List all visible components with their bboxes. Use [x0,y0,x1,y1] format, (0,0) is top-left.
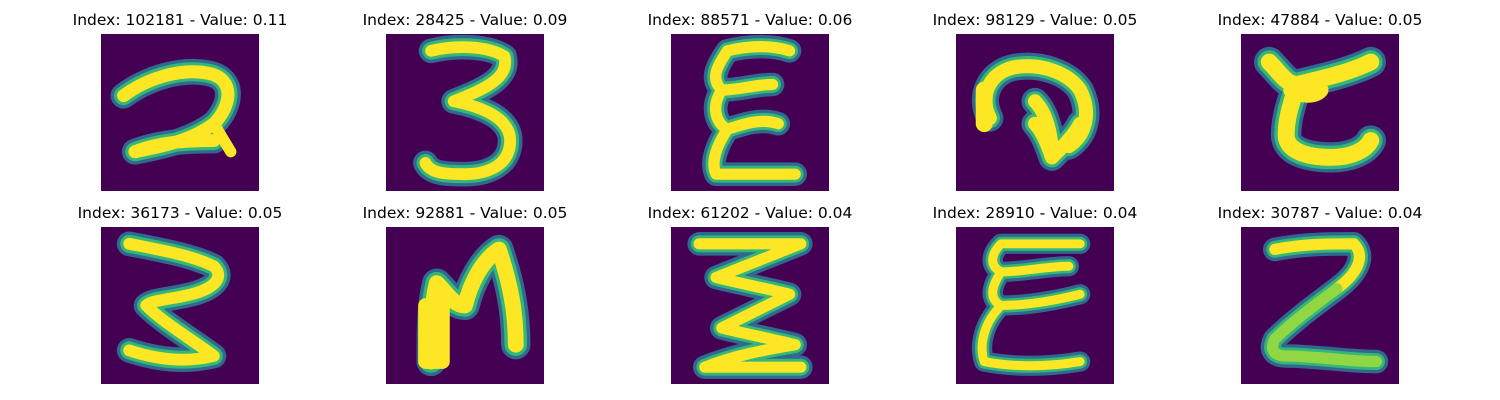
digit-image [386,34,544,191]
panel-title: Index: 61202 - Value: 0.04 [647,204,853,222]
digit-image [956,34,1114,191]
grid-panel-10: Index: 30787 - Value: 0.04 [1200,203,1440,389]
panel-title: Index: 28425 - Value: 0.09 [362,11,568,29]
digit-image [671,34,829,191]
digit-image [956,227,1114,384]
digit-image [101,34,259,191]
digit-image [101,227,259,384]
grid-panel-2: Index: 28425 - Value: 0.09 [345,10,585,196]
grid-panel-3: Index: 88571 - Value: 0.06 [630,10,870,196]
grid-panel-6: Index: 36173 - Value: 0.05 [60,203,300,389]
grid-panel-9: Index: 28910 - Value: 0.04 [915,203,1155,389]
digit-image [671,227,829,384]
panel-title: Index: 102181 - Value: 0.11 [72,11,288,29]
digit-image [1241,34,1399,191]
grid-panel-1: Index: 102181 - Value: 0.11 [60,10,300,196]
digit-image [1241,227,1399,384]
panel-title: Index: 30787 - Value: 0.04 [1217,204,1423,222]
grid-panel-5: Index: 47884 - Value: 0.05 [1200,10,1440,196]
panel-title: Index: 92881 - Value: 0.05 [362,204,568,222]
panel-title: Index: 47884 - Value: 0.05 [1217,11,1423,29]
grid-panel-8: Index: 61202 - Value: 0.04 [630,203,870,389]
grid-panel-4: Index: 98129 - Value: 0.05 [915,10,1155,196]
digit-image [386,227,544,384]
panel-title: Index: 88571 - Value: 0.06 [647,11,853,29]
grid-panel-7: Index: 92881 - Value: 0.05 [345,203,585,389]
panel-title: Index: 98129 - Value: 0.05 [932,11,1138,29]
panel-title: Index: 28910 - Value: 0.04 [932,204,1138,222]
panel-title: Index: 36173 - Value: 0.05 [77,204,283,222]
